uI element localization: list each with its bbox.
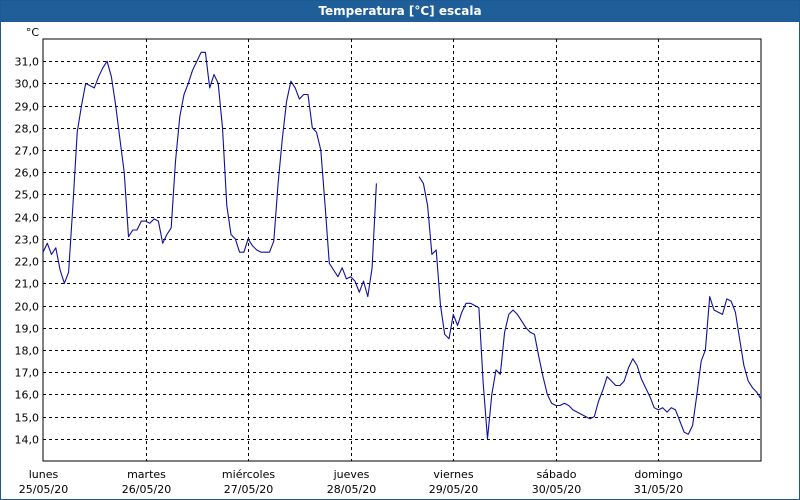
- x-tick-day-label: lunes: [29, 468, 59, 481]
- x-tick-day-label: martes: [127, 468, 166, 481]
- y-tick-label: 25,0: [15, 189, 40, 202]
- y-axis-unit-label: °C: [26, 26, 40, 39]
- x-tick-day-label: miércoles: [222, 468, 275, 481]
- y-tick-label: 22,0: [15, 256, 40, 269]
- y-tick-label: 18,0: [15, 345, 40, 358]
- x-tick-date-label: 25/05/20: [19, 483, 68, 496]
- y-tick-label: 17,0: [15, 367, 40, 380]
- x-tick-date-label: 26/05/20: [122, 483, 171, 496]
- temperature-chart: 14,0 15,0 16,0 17,0 18,0 19,0 20,0 21,0 22,0 23,0…: [1, 23, 799, 499]
- x-tick-date-label: 29/05/20: [429, 483, 478, 496]
- x-tick-day-label: jueves: [333, 468, 370, 481]
- y-tick-label: 16,0: [15, 389, 40, 402]
- x-tick-date-label: 27/05/20: [224, 483, 273, 496]
- y-tick-label: 23,0: [15, 234, 40, 247]
- y-tick-label: 28,0: [15, 123, 40, 136]
- plot-frame: [42, 38, 762, 462]
- y-tick-label: 29,0: [15, 101, 40, 114]
- temperature-line-segment: [418, 176, 762, 440]
- temperature-chart-svg: 14,0 15,0 16,0 17,0 18,0 19,0 20,0 21,0 22,0 23,0…: [15, 26, 762, 496]
- y-tick-label: 20,0: [15, 301, 40, 314]
- y-tick-label: 31,0: [15, 56, 40, 69]
- x-tick-date-label: 28/05/20: [327, 483, 376, 496]
- y-tick-label: 19,0: [15, 323, 40, 336]
- y-tick-label: 30,0: [15, 78, 40, 91]
- temperature-line-segment: [42, 51, 377, 298]
- y-tick-label: 15,0: [15, 412, 40, 425]
- y-tick-label: 27,0: [15, 145, 40, 158]
- y-tick-label: 21,0: [15, 278, 40, 291]
- x-tick-day-label: domingo: [634, 468, 682, 481]
- y-tick-label: 24,0: [15, 212, 40, 225]
- x-tick-day-label: viernes: [433, 468, 473, 481]
- x-tick-day-label: sábado: [537, 468, 577, 481]
- x-tick-date-label: 31/05/20: [634, 483, 683, 496]
- window-title: Temperatura [°C] escala: [1, 1, 799, 22]
- x-tick-date-label: 30/05/20: [532, 483, 581, 496]
- y-tick-label: 26,0: [15, 167, 40, 180]
- y-tick-label: 14,0: [15, 434, 40, 447]
